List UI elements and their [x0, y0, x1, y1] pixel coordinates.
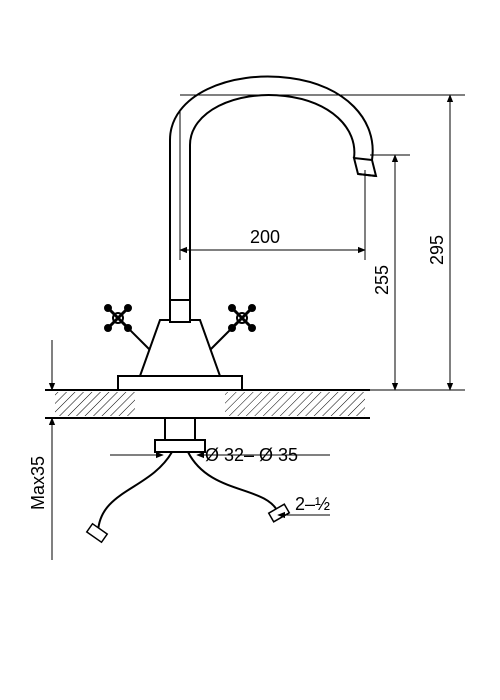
dim-label-hole: Ø 32– Ø 35 — [205, 445, 298, 465]
supply-hoses — [87, 452, 290, 542]
dim-label-max35: Max35 — [28, 456, 48, 510]
dimension-overall-height: 295 — [427, 95, 450, 390]
handle-right — [210, 305, 255, 350]
handle-left — [105, 305, 150, 350]
dimension-spout-reach: 200 — [180, 110, 365, 260]
dimension-hole-diameter: Ø 32– Ø 35 — [110, 445, 330, 465]
deck-surface — [45, 390, 370, 418]
shank-and-nut — [155, 418, 205, 452]
dim-label-hose: 2–½ — [295, 494, 330, 514]
dim-label-200: 200 — [250, 227, 280, 247]
dimension-spout-height: 255 — [372, 155, 395, 390]
dim-label-255: 255 — [372, 265, 392, 295]
spout — [170, 77, 376, 300]
faucet-body — [118, 300, 242, 390]
dim-label-295: 295 — [427, 235, 447, 265]
faucet-technical-drawing: 200 255 295 Max35 Ø 32– Ø 35 2–½ — [0, 0, 500, 700]
dimension-deck-thickness: Max35 — [28, 340, 52, 560]
